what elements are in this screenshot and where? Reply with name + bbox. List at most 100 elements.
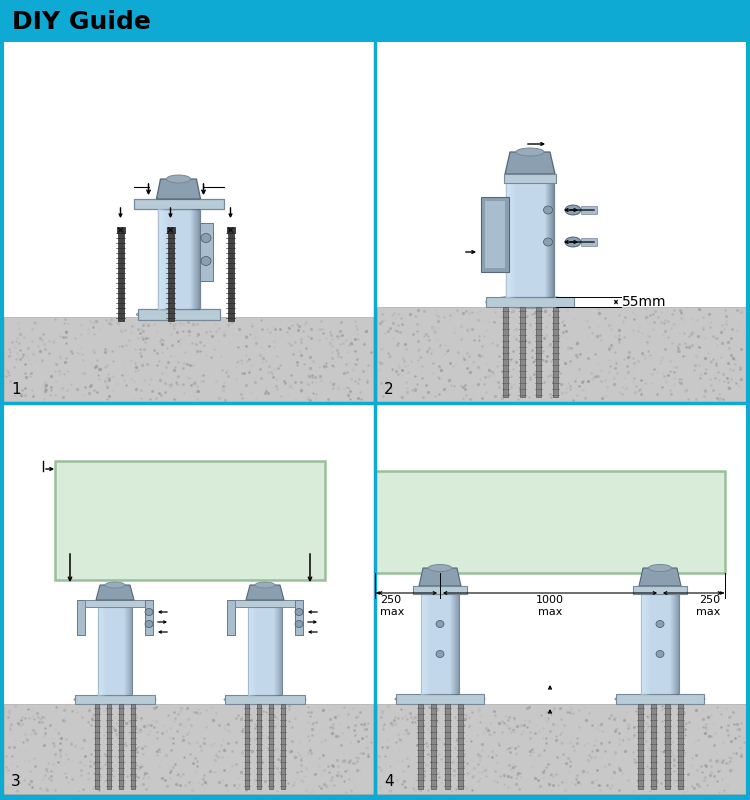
Bar [257,704,261,789]
Polygon shape [419,568,461,586]
Text: 4: 4 [384,774,394,789]
Bar [520,307,524,397]
Bar [664,704,670,789]
Bar [486,297,574,307]
Ellipse shape [201,257,211,266]
Text: 1000
max: 1000 max [536,595,564,617]
Bar [98,607,132,695]
Ellipse shape [656,650,664,658]
Bar [504,174,556,183]
Bar [134,199,224,209]
Text: 2: 2 [384,382,394,397]
Bar [137,309,220,320]
Ellipse shape [565,205,581,215]
Bar [4,317,373,402]
Bar [55,461,325,580]
Ellipse shape [656,621,664,627]
Text: 55mm: 55mm [622,295,667,309]
Bar [75,695,155,704]
Bar [633,586,687,594]
Bar [506,182,554,297]
Bar [85,600,145,607]
Bar [118,233,124,321]
Bar [375,471,725,573]
Bar [145,600,153,635]
Ellipse shape [224,695,306,703]
Bar [225,695,305,704]
Ellipse shape [136,310,220,319]
Ellipse shape [615,694,705,703]
Bar [377,42,746,402]
Bar [641,594,679,694]
Ellipse shape [105,582,125,588]
Bar [481,197,509,272]
Bar [235,600,295,607]
Bar [638,704,643,789]
Ellipse shape [544,238,553,246]
Bar [677,704,682,789]
Ellipse shape [428,565,451,571]
Bar [4,406,373,794]
Bar [119,704,123,789]
Bar [536,307,541,397]
Bar [377,704,746,794]
Bar [616,694,704,704]
Text: 3: 3 [11,774,21,789]
Ellipse shape [295,621,303,627]
Bar [4,704,373,794]
Ellipse shape [486,296,574,308]
Ellipse shape [436,621,444,627]
Ellipse shape [436,650,444,658]
Bar [116,227,124,233]
Text: DIY Guide: DIY Guide [12,10,151,34]
Text: 250
max: 250 max [380,595,404,617]
Bar [445,704,449,789]
Bar [485,201,505,268]
Ellipse shape [649,565,671,571]
Polygon shape [505,152,555,174]
Polygon shape [96,585,134,600]
Bar [430,704,436,789]
Bar [281,704,285,789]
Ellipse shape [74,695,156,703]
Bar [503,307,508,397]
Bar [227,233,233,321]
Bar [200,223,212,281]
Ellipse shape [201,234,211,242]
Ellipse shape [255,582,275,588]
Bar [131,704,135,789]
Bar [158,209,200,309]
Bar [421,594,459,694]
Bar [581,206,597,214]
Bar [396,694,484,704]
Ellipse shape [145,621,153,627]
Bar [581,238,597,246]
Ellipse shape [395,694,485,703]
Bar [650,704,656,789]
Bar [553,307,557,397]
Bar [413,586,467,594]
Ellipse shape [565,237,581,247]
Polygon shape [246,585,284,600]
Bar [245,704,249,789]
Polygon shape [157,179,200,199]
Bar [167,233,173,321]
Bar [377,406,746,794]
Bar [295,600,303,635]
Ellipse shape [166,175,190,183]
Bar [226,227,235,233]
Bar [95,704,99,789]
Bar [269,704,273,789]
Polygon shape [639,568,681,586]
Text: 1: 1 [11,382,21,397]
Text: 250
max: 250 max [696,595,720,617]
Bar [4,42,373,402]
Bar [227,600,235,635]
Bar [107,704,111,789]
Bar [458,704,463,789]
Ellipse shape [516,148,544,156]
Bar [166,227,175,233]
Ellipse shape [145,609,153,615]
Bar [377,307,746,402]
Bar [418,704,422,789]
